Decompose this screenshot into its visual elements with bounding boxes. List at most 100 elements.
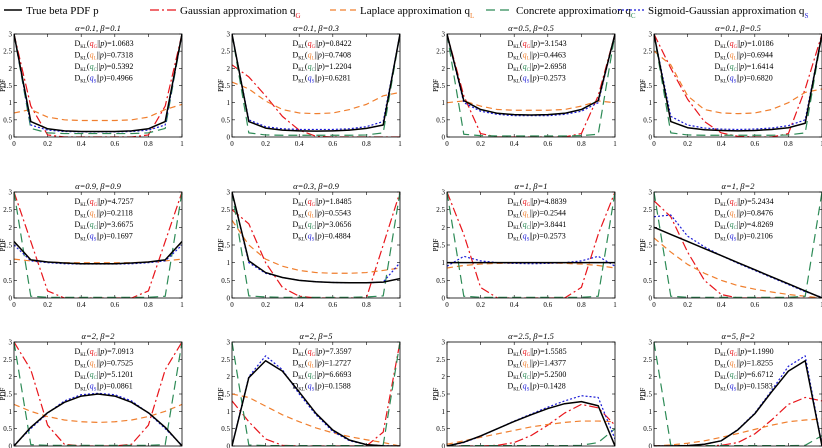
y-tick-label: 0.5 xyxy=(436,116,445,124)
subplot-title: α=1, β=1 xyxy=(515,181,548,191)
legend-label: Sigmoid-Gaussian approximation qS xyxy=(648,5,808,20)
series-line xyxy=(232,219,400,274)
x-tick-label: 1 xyxy=(180,301,184,309)
y-tick-label: 1 xyxy=(227,99,231,107)
kl-annotation: DKL(qS||p)=0.6820 xyxy=(714,74,772,85)
y-tick-label: 0 xyxy=(649,134,653,142)
y-tick-label: 2 xyxy=(649,373,653,381)
y-tick-label: 1.5 xyxy=(643,242,652,250)
y-tick-label: 1.5 xyxy=(3,391,12,399)
y-tick-label: 1.5 xyxy=(643,391,652,399)
y-axis-label: PDF xyxy=(432,79,440,92)
y-tick-label: 3 xyxy=(9,339,13,347)
y-tick-label: 0.5 xyxy=(436,425,445,433)
x-tick-label: 0.6 xyxy=(328,140,337,148)
series-line xyxy=(14,103,182,122)
y-tick-label: 2.5 xyxy=(436,356,445,364)
subplot: α=2, β=2PDF00.511.522.5300.20.40.60.81DK… xyxy=(0,331,183,448)
plot-frame xyxy=(231,191,401,299)
subplot-title: α=0.1, β=0.3 xyxy=(293,23,339,33)
kl-annotation: DKL(qL||p)=1.8255 xyxy=(714,359,773,370)
y-tick-label: 3 xyxy=(9,189,13,197)
subplot-grid: α=0.1, β=0.1 PDF 0 0.5 1 1.5 2 2.5 3 0 0.2 0.4 0.6 0.… xyxy=(0,23,822,448)
y-tick-label: 2 xyxy=(227,224,231,232)
kl-annotation: DKL(qS||p)=0.4966 xyxy=(74,74,132,85)
series-line xyxy=(232,192,400,298)
x-tick-label: 1 xyxy=(820,140,822,148)
legend-item: Laplace approximation qL xyxy=(330,5,474,20)
series-line xyxy=(14,34,182,135)
series-line xyxy=(14,403,182,424)
series-line xyxy=(447,34,615,137)
legend-label: True beta PDF p xyxy=(26,5,99,17)
series-line xyxy=(14,342,182,446)
y-tick-label: 3 xyxy=(649,31,653,39)
subplot: α=2.5, β=1.5PDF00.511.522.5300.20.40.60.… xyxy=(432,331,616,448)
kl-annotation: DKL(qG||p)=0.8422 xyxy=(292,39,351,50)
y-tick-label: 1 xyxy=(227,259,231,267)
x-tick-label: 0.2 xyxy=(43,301,52,309)
y-tick-label: 2 xyxy=(227,373,231,381)
y-tick-label: 0.5 xyxy=(221,277,230,285)
kl-annotation: DKL(qL||p)=0.7408 xyxy=(292,51,351,62)
kl-annotation: DKL(qL||p)=0.2544 xyxy=(507,209,566,220)
series-line xyxy=(232,192,400,284)
y-tick-label: 2.5 xyxy=(221,48,230,56)
y-tick-label: 2 xyxy=(227,65,231,73)
y-axis-label: PDF xyxy=(432,387,440,400)
x-tick-label: 0 xyxy=(445,301,449,309)
y-tick-label: 3 xyxy=(442,339,446,347)
series-line xyxy=(654,237,822,298)
x-tick-label: 0.4 xyxy=(77,140,86,148)
y-tick-label: 1.5 xyxy=(221,242,230,250)
y-axis-label: PDF xyxy=(639,387,647,400)
y-tick-label: 1.5 xyxy=(3,242,12,250)
y-tick-label: 0 xyxy=(442,134,446,142)
y-tick-label: 0.5 xyxy=(643,116,652,124)
y-tick-label: 3 xyxy=(649,189,653,197)
plot-frame xyxy=(653,191,822,299)
subplot-title: α=0.9, β=0.9 xyxy=(75,181,121,191)
y-tick-label: 1 xyxy=(442,259,446,267)
subplot: α=0.5, β=0.5 PDF 0 0.5 1 1.5 2 2.5 3 0 0.2 0.4 0.6 0.… xyxy=(432,23,617,148)
kl-annotation: DKL(qC||p)=5.2500 xyxy=(507,370,566,381)
subplot: α=0.9, β=0.9 PDF 0 0.5 1 1.5 2 2.5 3 0 0.2 0.4 0.6 0.… xyxy=(0,181,184,309)
y-tick-label: 1.5 xyxy=(436,391,445,399)
kl-annotation: DKL(qC||p)=5.1201 xyxy=(74,370,133,381)
y-tick-label: 0.5 xyxy=(643,425,652,433)
kl-annotation: DKL(qC||p)=1.2204 xyxy=(292,62,351,73)
y-axis-label: PDF xyxy=(639,79,647,92)
y-tick-label: 0.5 xyxy=(3,425,12,433)
x-tick-label: 0.8 xyxy=(577,140,586,148)
x-tick-label: 0.4 xyxy=(295,301,304,309)
subplot-title: α=0.1, β=0.1 xyxy=(75,23,121,33)
x-tick-label: 1 xyxy=(398,301,402,309)
x-tick-label: 0.6 xyxy=(110,301,119,309)
y-tick-label: 1.5 xyxy=(221,82,230,90)
y-tick-label: 1 xyxy=(442,99,446,107)
legend-item: Concrete approximation qC xyxy=(486,5,636,20)
subplot: α=1, β=1 PDF 0 0.5 1 1.5 2 2.5 3 0 0.2 0.4 0.6 0.8 1 DK… xyxy=(432,181,617,309)
x-tick-label: 0.6 xyxy=(750,140,759,148)
y-tick-label: 3 xyxy=(227,189,231,197)
subplot: α=1, β=2 PDF 0 0.5 1 1.5 2 2.5 3 0 0.2 0.4 0.6 0.8 1 DK… xyxy=(639,181,822,309)
y-tick-label: 3 xyxy=(9,31,13,39)
x-tick-label: 0.6 xyxy=(750,301,759,309)
subplot-title: α=0.5, β=0.5 xyxy=(508,23,554,33)
x-tick-label: 0 xyxy=(652,301,656,309)
series-line xyxy=(14,34,182,133)
kl-annotation: DKL(qG||p)=5.2434 xyxy=(714,197,773,208)
kl-annotation: DKL(qG||p)=4.8839 xyxy=(507,197,566,208)
y-tick-label: 2.5 xyxy=(436,48,445,56)
plot-frame xyxy=(231,341,401,447)
y-tick-label: 0.5 xyxy=(643,277,652,285)
series-line xyxy=(447,403,615,446)
series-line xyxy=(232,192,400,284)
kl-annotation: DKL(qG||p)=7.0913 xyxy=(74,347,133,358)
y-axis-label: PDF xyxy=(0,238,7,251)
series-line xyxy=(447,420,615,445)
kl-annotation: DKL(qS||p)=0.1428 xyxy=(507,382,565,393)
series-line xyxy=(232,34,400,131)
kl-annotation: DKL(qL||p)=0.4463 xyxy=(507,51,566,62)
x-tick-label: 0.8 xyxy=(144,140,153,148)
